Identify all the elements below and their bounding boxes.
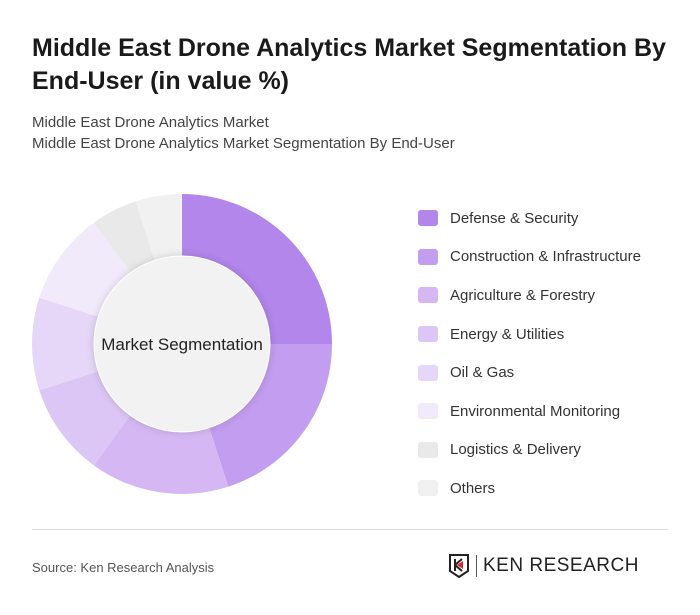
logo-icon: [449, 554, 469, 579]
legend-label: Energy & Utilities: [450, 325, 565, 343]
ken-research-logo: KEN RESEARCH: [448, 553, 639, 579]
legend-label: Oil & Gas: [450, 364, 515, 382]
legend-item: Environmental Monitoring: [418, 392, 641, 431]
legend-item: Defense & Security: [418, 199, 641, 238]
legend-label: Logistics & Delivery: [450, 441, 581, 459]
legend-item: Logistics & Delivery: [418, 431, 641, 470]
legend-swatch: [418, 248, 438, 265]
legend-item: Others: [418, 469, 641, 508]
legend-swatch: [418, 480, 438, 497]
legend-swatch: [418, 403, 438, 420]
legend-label: Environmental Monitoring: [450, 402, 621, 420]
divider: [32, 529, 668, 530]
legend-item: Agriculture & Forestry: [418, 276, 641, 315]
legend-swatch: [418, 326, 438, 343]
legend-swatch: [418, 441, 438, 458]
legend-item: Energy & Utilities: [418, 315, 641, 354]
logo-text: KEN RESEARCH: [483, 555, 639, 576]
legend-swatch: [418, 210, 438, 227]
center-label: Market Segmentation: [101, 335, 263, 354]
donut-hole: [93, 255, 271, 433]
legend-item: Construction & Infrastructure: [418, 238, 641, 277]
donut-chart: Market Segmentation: [32, 194, 332, 494]
legend-item: Oil & Gas: [418, 353, 641, 392]
legend-swatch: [418, 364, 438, 381]
subtitle: Middle East Drone Analytics Market: [32, 114, 269, 131]
source-note: Source: Ken Research Analysis: [32, 560, 215, 575]
legend-label: Construction & Infrastructure: [450, 248, 641, 266]
subtitle-secondary: Middle East Drone Analytics Market Segme…: [32, 135, 455, 152]
legend: Defense & Security Construction & Infrast…: [418, 199, 641, 508]
chart-title: Middle East Drone Analytics Market Segme…: [32, 34, 666, 95]
legend-label: Agriculture & Forestry: [450, 286, 596, 304]
legend-label: Others: [450, 479, 496, 497]
legend-label: Defense & Security: [450, 209, 579, 227]
legend-swatch: [418, 287, 438, 304]
